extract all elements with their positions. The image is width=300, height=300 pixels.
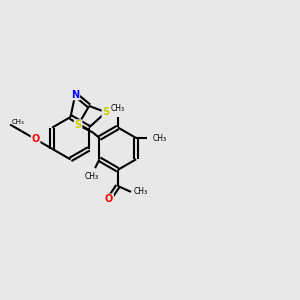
Text: O: O bbox=[105, 194, 113, 204]
Text: S: S bbox=[74, 120, 82, 130]
Text: CH₃: CH₃ bbox=[152, 134, 167, 142]
Text: CH₃: CH₃ bbox=[111, 104, 125, 113]
Text: CH₃: CH₃ bbox=[134, 188, 148, 196]
Text: CH₃: CH₃ bbox=[85, 172, 99, 182]
Text: N: N bbox=[71, 90, 79, 100]
Text: CH₃: CH₃ bbox=[11, 119, 24, 125]
Text: O: O bbox=[32, 134, 40, 144]
Text: S: S bbox=[102, 107, 110, 117]
